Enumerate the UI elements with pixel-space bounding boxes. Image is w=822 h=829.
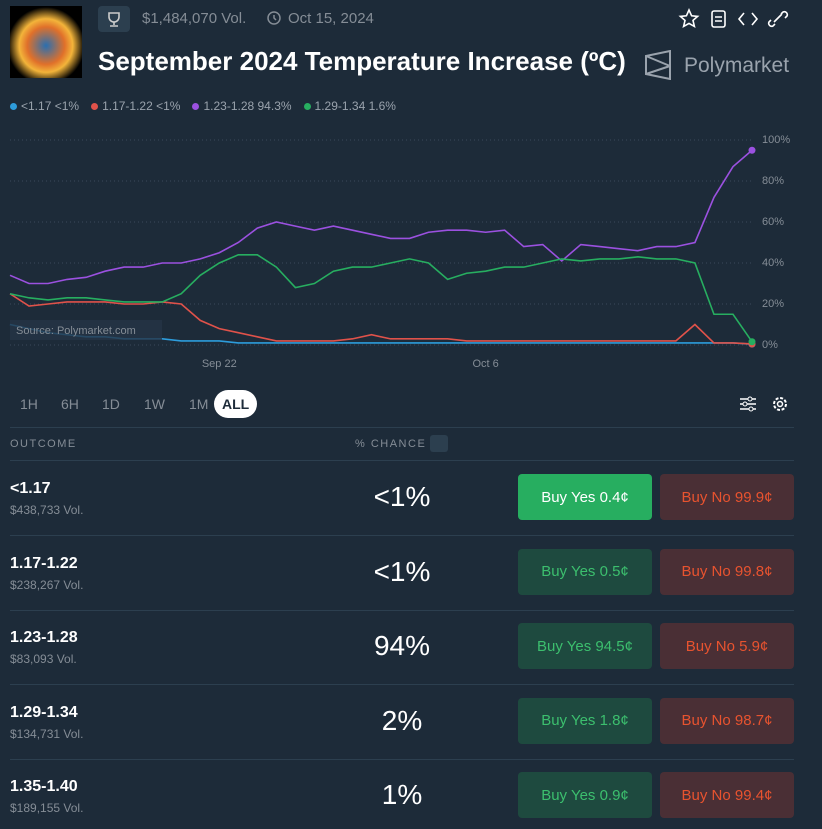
- divider: [10, 460, 794, 461]
- outcome-volume: $189,155 Vol.: [10, 801, 84, 816]
- y-tick-label: 100%: [762, 134, 790, 146]
- range-button[interactable]: 1M: [189, 396, 209, 412]
- divider: [10, 684, 794, 686]
- legend-label: 1.23-1.28 94.3%: [203, 99, 292, 113]
- range-button[interactable]: 6H: [61, 396, 79, 412]
- legend-dot: [10, 103, 17, 110]
- x-tick-label: Oct 6: [472, 358, 498, 370]
- legend-dot: [91, 103, 99, 110]
- outcome-name: <1.17: [10, 480, 51, 497]
- range-button[interactable]: 1W: [144, 396, 165, 412]
- chance: <1%: [373, 555, 431, 587]
- x-tick-label: Sep 22: [202, 358, 237, 370]
- source: Source: Polymarket.com: [16, 325, 136, 337]
- title: September 2024 Temperature Increase (ºC): [98, 46, 626, 76]
- brand-logo: [645, 50, 671, 80]
- buy-no-button[interactable]: Buy No 99.9¢: [660, 474, 794, 520]
- series-line: [9, 254, 753, 343]
- header-chance: % CHANCE: [355, 438, 427, 450]
- buy-yes-button[interactable]: Buy Yes 0.9¢: [518, 772, 652, 819]
- series-line: [9, 149, 753, 285]
- outcome-name: 1.23-1.28: [10, 629, 78, 647]
- legend-label: 1.29-1.34 1.6%: [314, 99, 396, 113]
- chance: <1%: [373, 481, 431, 512]
- legend-label: 1.17-1.22 <1%: [102, 99, 181, 113]
- chart-settings[interactable]: [738, 394, 792, 414]
- market-image: [10, 6, 82, 78]
- divider: [10, 535, 794, 536]
- legend-item: 1.17-1.22 <1%: [91, 99, 180, 113]
- buy-yes-button[interactable]: Buy Yes 0.5¢: [518, 548, 652, 595]
- range-button[interactable]: 1D: [102, 396, 120, 412]
- refresh-icon[interactable]: [430, 435, 448, 452]
- buy-no-button[interactable]: Buy No 98.7¢: [660, 697, 794, 744]
- date: Oct 15, 2024: [288, 10, 374, 27]
- end-point: [748, 338, 756, 346]
- clock-icon: [267, 11, 281, 25]
- divider: [10, 427, 794, 428]
- chance: 1%: [381, 779, 423, 811]
- legend-dot: [303, 103, 311, 110]
- action-icons[interactable]: [678, 8, 794, 30]
- buy-yes-button[interactable]: Buy Yes 0.4¢: [518, 474, 652, 520]
- buy-yes-button[interactable]: Buy Yes 94.5¢: [518, 623, 652, 670]
- brand: Polymarket: [684, 54, 790, 77]
- source-box: [10, 320, 162, 340]
- outcome-name: 1.17-1.22: [10, 554, 78, 572]
- trophy-icon: [98, 6, 130, 32]
- range-button[interactable]: 1H: [20, 396, 38, 412]
- outcome-volume: $438,733 Vol.: [10, 503, 84, 517]
- outcome-name: 1.35-1.40: [10, 778, 78, 796]
- legend-dot: [192, 103, 200, 110]
- legend-item: <1.17 <1%: [10, 99, 79, 113]
- y-tick-label: 0%: [762, 339, 778, 351]
- chart: 0% 20% 40% 60% 80% 100% Sep 22 Oct 6 Source: Pol…: [9, 134, 790, 370]
- outcome-name: 1.29-1.34: [10, 703, 78, 721]
- outcome-volume: $134,731 Vol.: [10, 726, 84, 741]
- outcome-volume: $83,093 Vol.: [10, 652, 77, 667]
- y-tick-label: 20%: [762, 298, 784, 310]
- buy-no-button[interactable]: Buy No 99.8¢: [660, 548, 794, 595]
- divider: [10, 609, 794, 611]
- volume: $1,484,070 Vol.: [142, 10, 247, 27]
- buy-yes-button[interactable]: Buy Yes 1.8¢: [518, 697, 652, 744]
- range-button[interactable]: ALL: [214, 390, 258, 418]
- header-outcome: OUTCOME: [10, 438, 77, 450]
- legend-label: <1.17 <1%: [21, 99, 80, 113]
- y-tick-label: 40%: [762, 257, 784, 269]
- divider: [10, 758, 794, 760]
- outcome-volume: $238,267 Vol.: [10, 577, 84, 592]
- y-tick-label: 80%: [762, 175, 784, 187]
- buy-no-button[interactable]: Buy No 99.4¢: [660, 772, 794, 819]
- chance: 94%: [373, 630, 431, 662]
- legend-item: 1.23-1.28 94.3%: [192, 99, 292, 113]
- series-line: [9, 293, 753, 345]
- y-tick-label: 60%: [762, 216, 784, 228]
- end-point: [748, 146, 756, 154]
- legend: <1.17 <1% 1.17-1.22 <1% 1.23-1.28 94.3% 1.2…: [10, 99, 396, 113]
- legend-item: 1.29-1.34 1.6%: [303, 99, 396, 113]
- buy-no-button[interactable]: Buy No 5.9¢: [660, 623, 794, 670]
- chance: 2%: [381, 704, 423, 736]
